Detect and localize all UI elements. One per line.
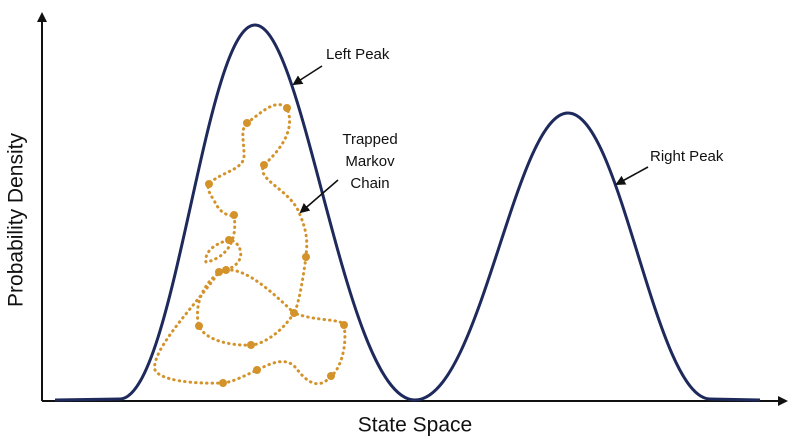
chain-arrow — [299, 179, 339, 214]
x-axis-label: State Space — [358, 414, 472, 437]
y-axis-label: Probability Density — [5, 133, 28, 307]
left-peak-label: Left Peak — [326, 46, 390, 63]
markov-chain — [153, 103, 348, 387]
right-peak-label: Right Peak — [650, 148, 724, 165]
chain-label: Trapped — [342, 131, 397, 148]
chain-label: Chain — [350, 175, 389, 192]
density-curve — [54, 23, 761, 402]
left-peak-arrow — [292, 65, 323, 86]
chain-label: Markov — [345, 153, 395, 170]
right-peak-arrow — [615, 166, 649, 185]
